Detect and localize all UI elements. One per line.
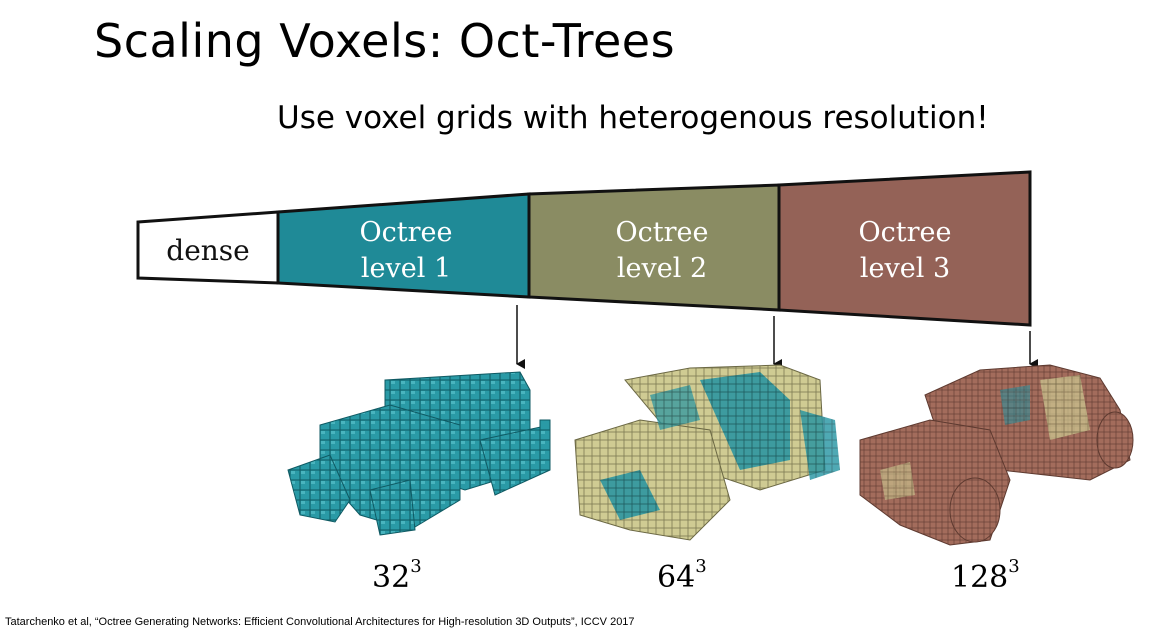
segment-label-l2-line1: Octree — [616, 217, 709, 248]
resolution-label-128: 1283 — [951, 556, 1020, 595]
segment-label-l3-line1: Octree — [859, 217, 952, 248]
resolution-base: 64 — [657, 560, 696, 595]
segment-label-l3-line2: level 3 — [860, 253, 950, 284]
segment-label-l1-line2: level 1 — [361, 253, 451, 284]
resolution-label-64: 643 — [657, 556, 707, 595]
resolution-exponent: 3 — [1008, 556, 1020, 577]
resolution-exponent: 3 — [695, 556, 707, 577]
resolution-base: 32 — [372, 560, 411, 595]
voxel-car-64 — [574, 364, 840, 541]
voxel-car-32 — [287, 371, 551, 536]
slide-subtitle: Use voxel grids with heterogenous resolu… — [277, 100, 989, 136]
segment-label-l2-line2: level 2 — [617, 253, 707, 284]
segment-octree-level-3 — [777, 170, 1032, 327]
resolution-label-32: 323 — [372, 556, 422, 595]
segment-label-l1-line1: Octree — [360, 217, 453, 248]
resolution-base: 128 — [951, 560, 1009, 595]
resolution-exponent: 3 — [410, 556, 422, 577]
voxel-car-128 — [859, 364, 1134, 546]
segment-label-dense: dense — [166, 234, 249, 267]
citation: Tatarchenko et al, “Octree Generating Ne… — [5, 616, 635, 628]
slide-title: Scaling Voxels: Oct-Trees — [94, 14, 676, 68]
